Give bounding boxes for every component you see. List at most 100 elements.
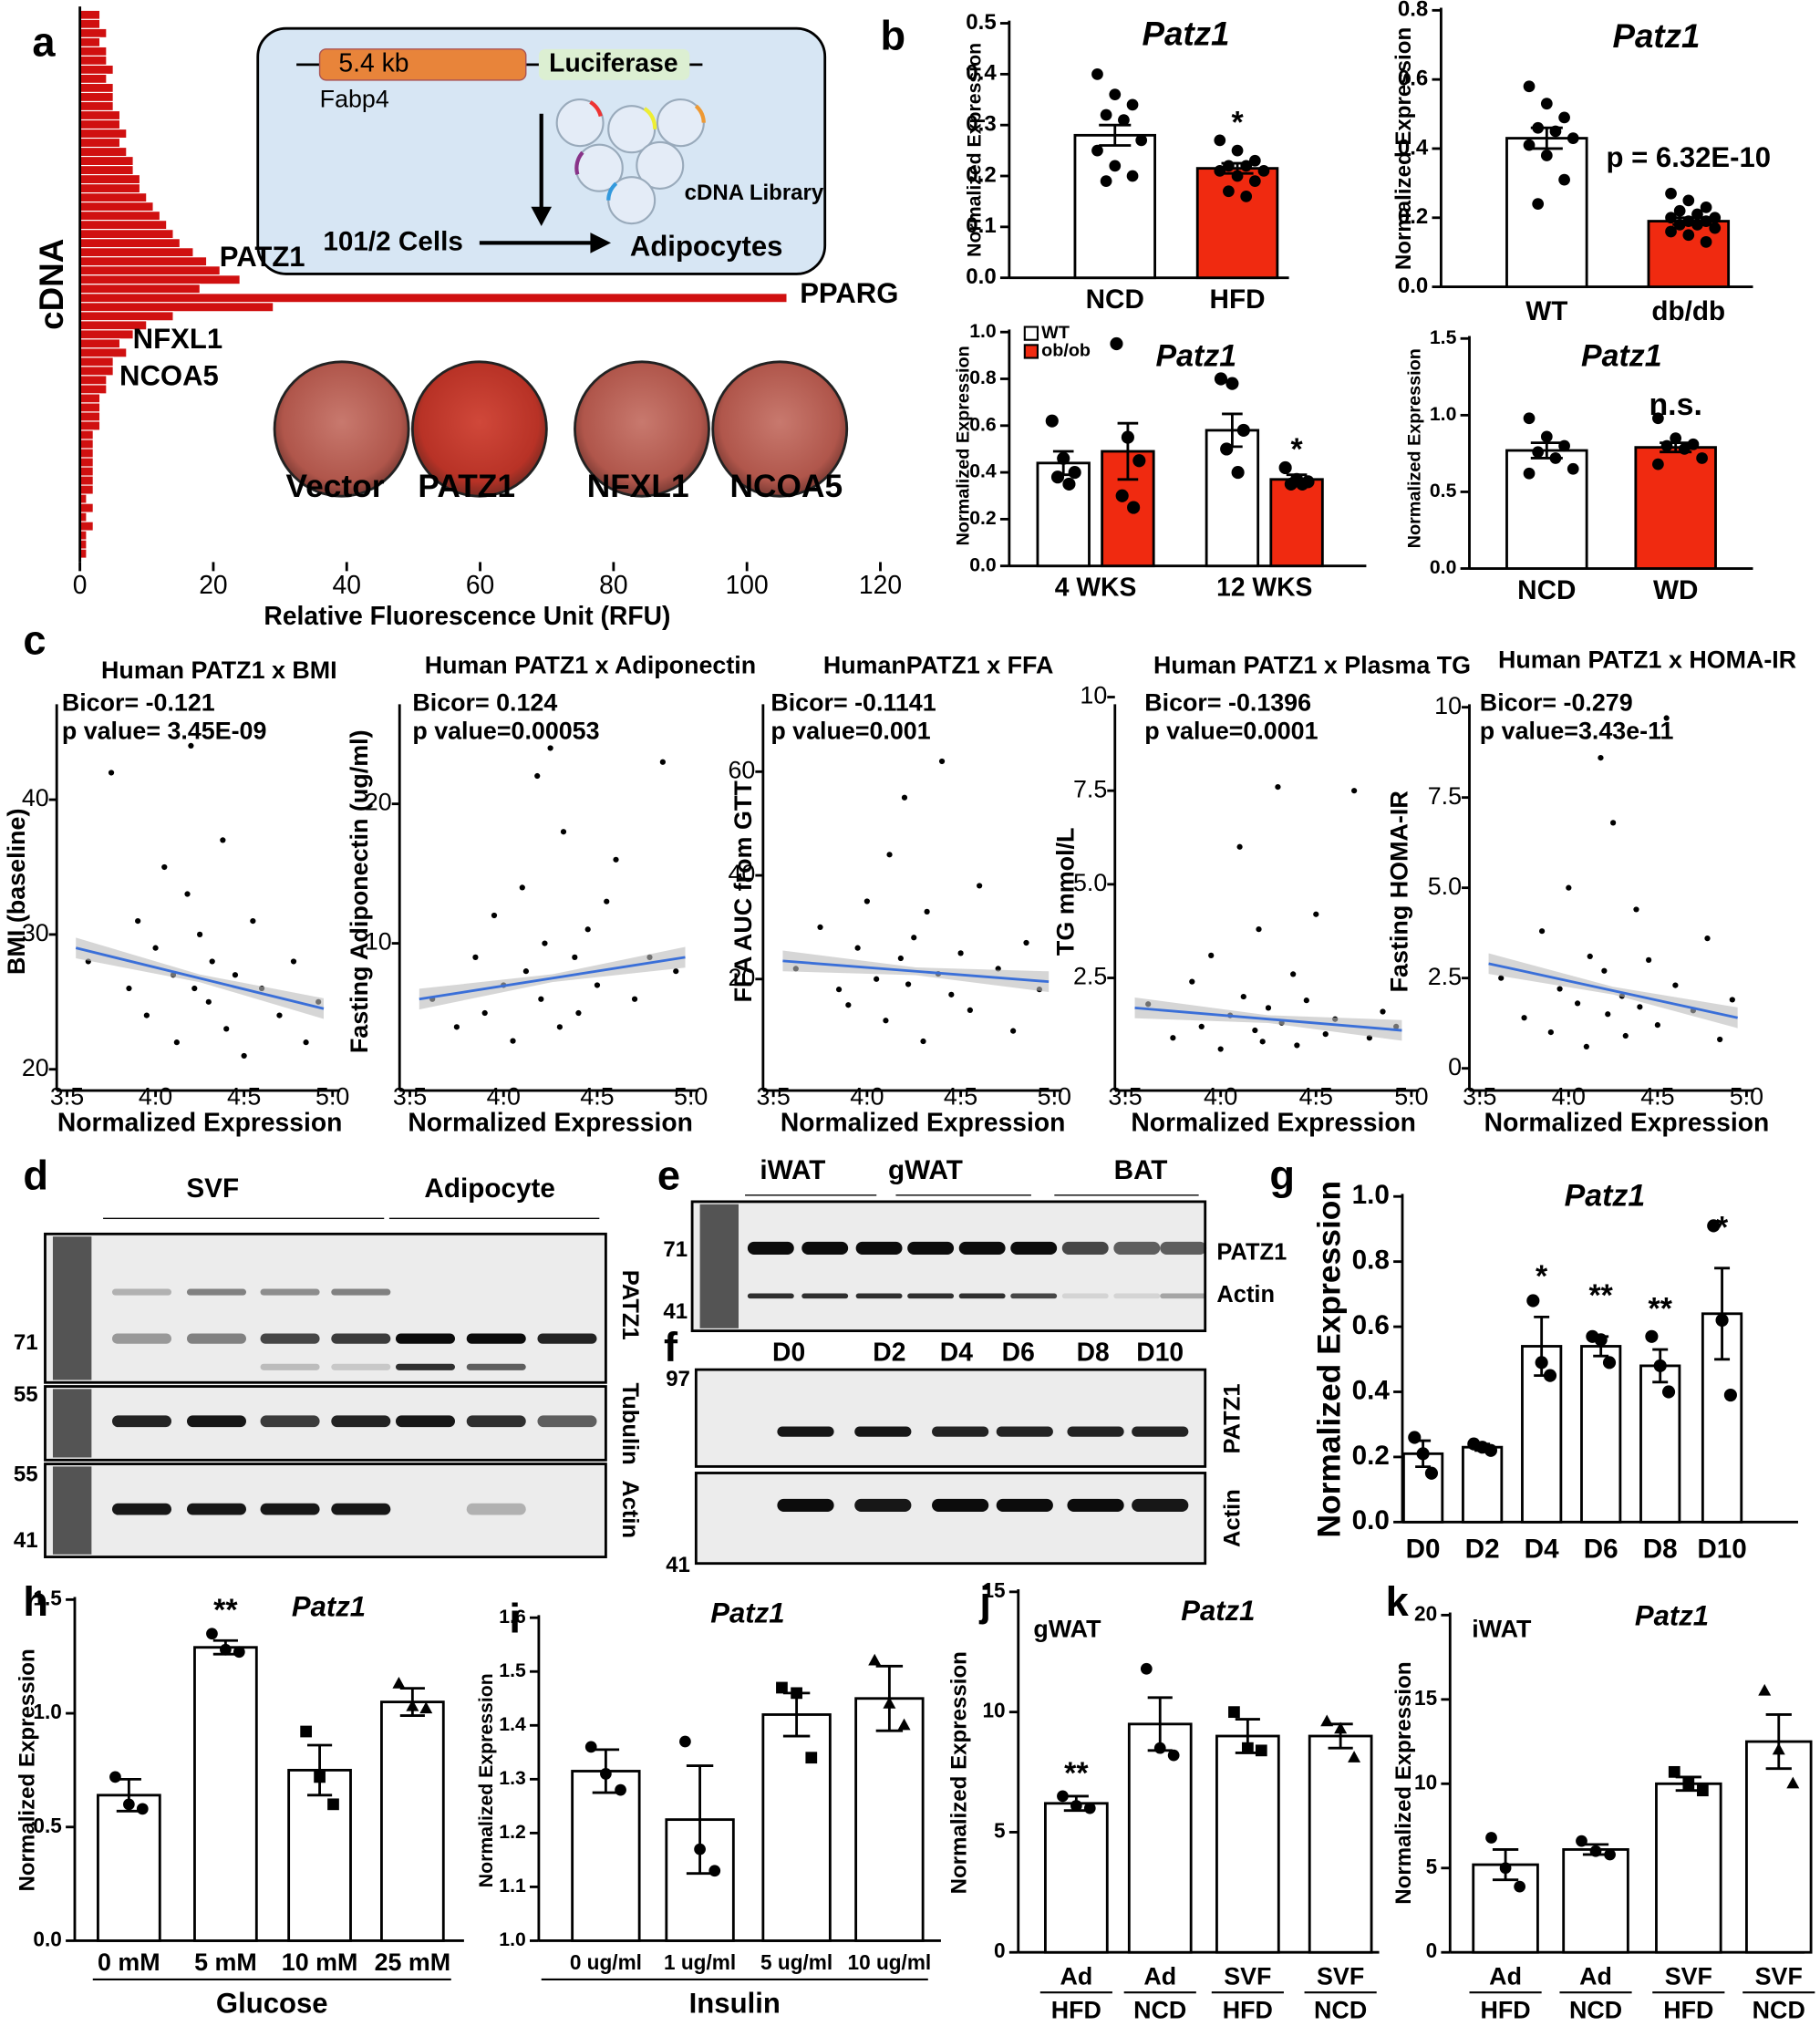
data-point [122,1798,135,1811]
data-point [584,926,591,933]
band [331,1363,391,1370]
band [747,1293,794,1299]
bar [79,211,160,222]
data-point [694,1843,706,1855]
band [996,1498,1053,1512]
data-point [1100,109,1112,121]
data-point [173,1039,180,1046]
data-point [1225,377,1239,390]
mw-marker: 71 [663,1237,688,1262]
data-point [1540,430,1553,443]
y-axis-label: Fasting HOMA-IR [1386,791,1413,992]
band [958,1293,1006,1299]
band [854,1498,912,1512]
bar [1269,478,1324,568]
y-tick-label: 1.3 [499,1768,526,1789]
data-point [1153,1742,1166,1754]
y-axis-label: Normalized Expression [954,346,974,545]
error-bar [1765,1713,1792,1771]
fit-line [1134,1006,1402,1032]
data-point [1083,1802,1096,1814]
band [111,1503,172,1515]
data-point [188,742,194,749]
panel-letter: j [978,1578,991,1625]
data-point [135,917,141,925]
data-point [223,1026,230,1032]
bar [79,91,114,103]
data-point [241,1052,247,1060]
y-tick-label: 0.1 [966,213,996,238]
data-point [184,891,191,897]
data-point [1547,1029,1554,1036]
data-point [191,985,198,992]
bar [79,183,141,194]
panel-letter: e [657,1152,680,1198]
data-point [1633,906,1639,913]
error-bar [686,1764,714,1876]
protein-label: PATZ1 [1220,1383,1246,1453]
data-point [1416,1447,1430,1461]
x-tick-label: 4.0 [1204,1083,1237,1111]
y-tick-label: 10 [365,928,392,956]
data-point [1214,134,1226,147]
bar [79,311,174,322]
data-point [1170,1035,1176,1041]
insert [589,100,603,118]
data-point [1709,212,1722,224]
data-point [874,976,880,982]
x-tick-label: 25 mM [375,1948,451,1976]
y-tick-label: 0 [994,1939,1006,1962]
data-point [1126,170,1139,182]
data-point [1707,1219,1721,1233]
annotation: ** [1588,1278,1613,1313]
y-tick-label: 0.0 [969,554,996,575]
band [466,1333,526,1344]
x-tick-label: 4.0 [850,1083,884,1111]
data-point [519,884,525,891]
chart-title: Patz1 [1565,1179,1646,1214]
x-tick-label: 10 mM [282,1948,358,1976]
data-point [673,968,679,975]
bar [79,393,101,404]
x-tick-label: D6 [1584,1534,1618,1564]
data-point [1583,1043,1589,1050]
band [186,1415,246,1428]
y-axis-label: Normalized Expression [947,1651,972,1894]
data-point [1121,430,1134,444]
data-point [1604,1848,1616,1861]
y-tick-label: 7.5 [1073,775,1107,802]
y-tick-label: 10 [1434,692,1462,719]
reporter-box [538,48,690,80]
fit-line [75,946,325,1010]
annotation: Bicor= -0.279 [1480,688,1633,716]
data-point [1566,884,1572,891]
data-point [491,912,498,919]
annotation: p value=0.0001 [1144,718,1318,745]
bar [79,55,108,66]
x-subcategory-label: NCD [1569,1997,1622,2024]
bar [193,1646,258,1942]
annotation: p value=0.00053 [412,718,599,745]
data-point [1351,788,1358,794]
y-tick-label: 5 [994,1819,1006,1842]
data-point [1715,1313,1729,1328]
data-point [845,1002,852,1008]
bar [79,165,134,176]
fit-line [782,959,1050,984]
data-point [1622,1032,1629,1039]
data-point [901,794,908,801]
bar [79,18,101,29]
bar [1745,1740,1813,1954]
data-point [1700,202,1712,213]
x-tick-label: 120 [859,570,902,599]
bar [79,202,154,212]
band [1113,1293,1161,1299]
x-tick-label: 4.0 [139,1083,172,1111]
data-point [1786,1776,1800,1789]
bar [79,357,114,367]
data-point [1118,114,1130,126]
data-point [1673,204,1686,217]
legend-label: WT [1041,323,1070,343]
y-tick-label: 7.5 [1428,782,1462,810]
